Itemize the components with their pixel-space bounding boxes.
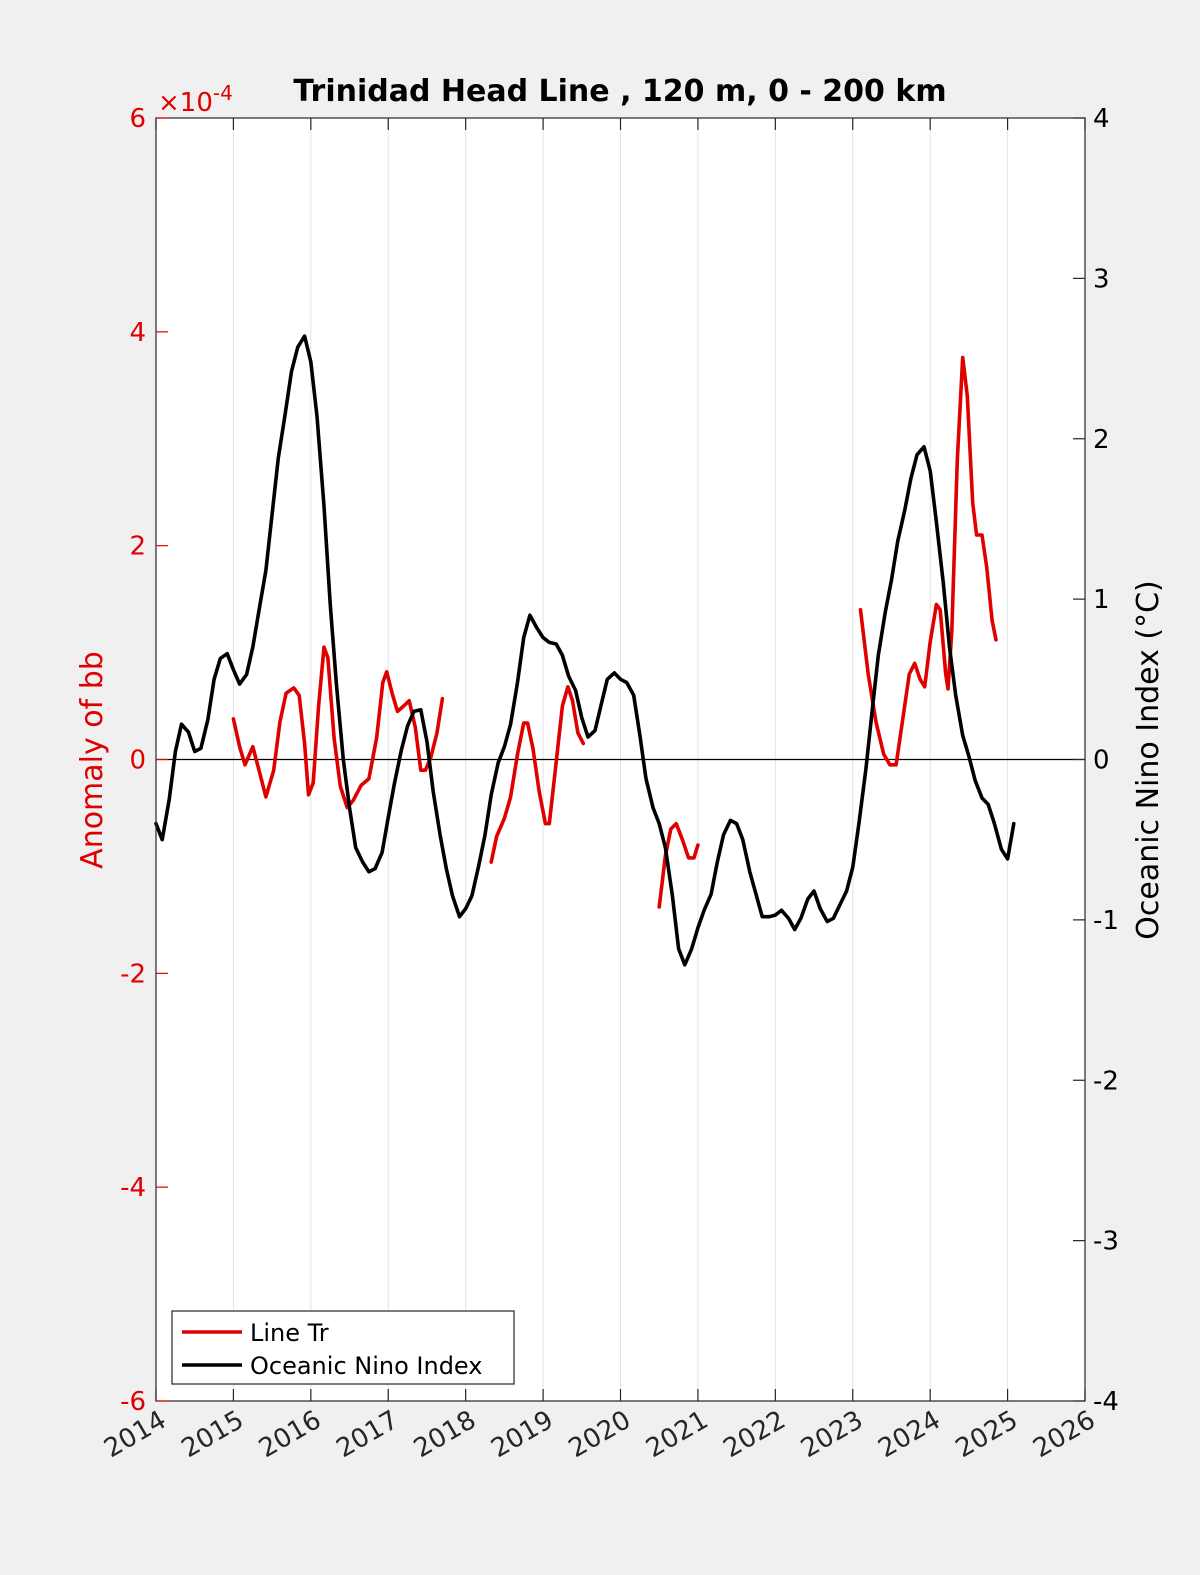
x-tick-label: 2017 bbox=[331, 1405, 403, 1464]
left-tick-label: -4 bbox=[120, 1173, 146, 1203]
legend-label-oni: Oceanic Nino Index bbox=[250, 1352, 482, 1380]
x-tick-label: 2020 bbox=[564, 1405, 636, 1464]
right-tick-label: -1 bbox=[1093, 906, 1119, 936]
right-axis-label: Oceanic Nino Index (°C) bbox=[1131, 580, 1166, 940]
left-tick-label: 2 bbox=[129, 532, 146, 562]
right-tick-label: 4 bbox=[1093, 104, 1110, 134]
right-tick-label: 3 bbox=[1093, 264, 1110, 294]
line-tr-series-segment bbox=[231, 645, 445, 810]
right-tick-label: 2 bbox=[1093, 425, 1110, 455]
chart-title: Trinidad Head Line , 120 m, 0 - 200 km bbox=[293, 74, 946, 109]
x-tick-label: 2023 bbox=[796, 1405, 868, 1464]
left-tick-label: 0 bbox=[129, 746, 146, 776]
x-tick-label: 2019 bbox=[486, 1405, 558, 1464]
x-tick-label: 2016 bbox=[254, 1405, 326, 1464]
line-tr-series-segment bbox=[489, 684, 586, 864]
x-tick-label: 2022 bbox=[719, 1405, 791, 1464]
left-axis-label: Anomaly of bb bbox=[75, 651, 110, 869]
right-tick-label: -2 bbox=[1093, 1066, 1119, 1096]
oni-series-line bbox=[154, 334, 1016, 967]
x-tick-label: 2025 bbox=[951, 1405, 1023, 1464]
right-tick-label: -3 bbox=[1093, 1227, 1119, 1257]
legend: Line Tr Oceanic Nino Index bbox=[171, 1310, 515, 1385]
left-tick-label: -2 bbox=[120, 959, 146, 989]
left-tick-label: 4 bbox=[129, 318, 146, 348]
right-tick-label: 0 bbox=[1093, 746, 1110, 776]
x-tick-label: 2015 bbox=[177, 1405, 249, 1464]
left-tick-label: 6 bbox=[129, 104, 146, 134]
x-tick-label: 2026 bbox=[1028, 1405, 1100, 1464]
x-tick-label: 2024 bbox=[873, 1405, 945, 1464]
legend-label-line-tr: Line Tr bbox=[250, 1319, 329, 1347]
left-tick-label: -6 bbox=[120, 1387, 146, 1417]
exponent-power: -4 bbox=[213, 81, 233, 105]
x-tick-label: 2021 bbox=[641, 1405, 713, 1464]
line-tr-series-segment bbox=[858, 355, 998, 767]
right-tick-label: -4 bbox=[1093, 1387, 1119, 1417]
series-layer bbox=[154, 334, 1016, 967]
exponent-base: ×10 bbox=[158, 88, 213, 118]
right-tick-label: 1 bbox=[1093, 585, 1110, 615]
legend-box bbox=[171, 1310, 515, 1385]
x-tick-label: 2018 bbox=[409, 1405, 481, 1464]
left-axis-exponent: ×10-4 bbox=[158, 81, 233, 118]
